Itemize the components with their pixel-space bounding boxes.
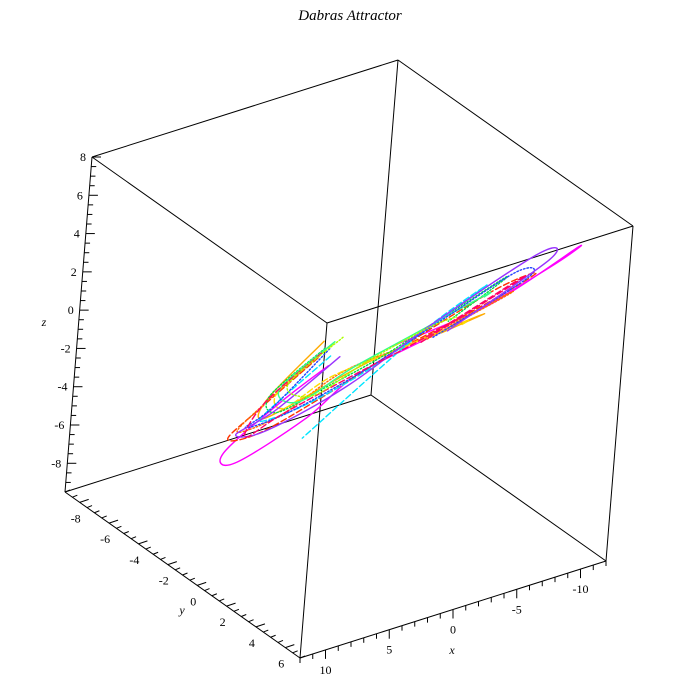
trajectory-series-10 — [235, 247, 559, 438]
y-tick--4 — [138, 540, 148, 545]
z-tick-label-3: 4 — [74, 227, 80, 241]
y-tick-label-4: -2 — [159, 574, 169, 588]
y-tick--3_5 — [145, 546, 151, 550]
x-tick-label-2: 5 — [386, 643, 392, 657]
y-tick--0_5 — [189, 577, 196, 581]
z-tick-label-4: 2 — [71, 265, 77, 279]
z-tick-label-5: 0 — [68, 303, 74, 317]
box-edge-8 — [397, 59, 634, 227]
y-tick-6 — [285, 644, 295, 649]
box-edge-3 — [64, 394, 372, 493]
y-tick--1 — [182, 572, 188, 576]
y-tick-4_5 — [263, 629, 269, 633]
z-tick-label-2: 6 — [77, 188, 83, 202]
z-axis-label: z — [41, 315, 47, 329]
box-edge-7 — [91, 59, 399, 158]
axis-ticks: 10 5 0 -5 -10 -8 -6 -4 -2 0 2 4 6 8 6 4 2 0 -2 -4 -6 -8 — [51, 150, 607, 677]
y-tick-label-7: 4 — [249, 636, 255, 650]
y-tick-0_5 — [204, 588, 210, 592]
bounding-box — [64, 59, 634, 659]
x-axis-label: x — [448, 643, 455, 657]
y-tick--6 — [108, 519, 119, 524]
y-tick--6_5 — [101, 515, 107, 519]
box-edge-11 — [370, 59, 399, 396]
z-tick-label-1: 8 — [80, 150, 86, 164]
y-tick--8_5 — [72, 494, 78, 498]
z-tick-label-7: -4 — [58, 380, 68, 394]
y-tick-0 — [197, 581, 207, 586]
box-edge-10 — [299, 322, 328, 659]
y-tick-5 — [270, 634, 276, 638]
y-tick-4 — [255, 623, 266, 628]
y-tick--7 — [94, 510, 100, 514]
y-tick-6_5 — [292, 650, 298, 654]
y-tick-3 — [241, 614, 247, 617]
y-tick--7_5 — [86, 505, 93, 509]
x-tick-label-5: -10 — [573, 582, 589, 596]
y-tick-3_5 — [248, 619, 254, 623]
y-tick-label-8: 6 — [278, 657, 284, 671]
y-tick--5_5 — [116, 525, 122, 529]
x-tick-label-1: 10 — [320, 663, 332, 677]
y-tick--8 — [79, 498, 89, 503]
y-tick-1_5 — [219, 598, 225, 602]
trajectory-group — [219, 244, 583, 466]
y-tick-1 — [211, 593, 218, 597]
y-tick-label-6: 2 — [220, 615, 226, 629]
box-edge-12 — [605, 225, 634, 562]
z-tick-label-8: -6 — [54, 418, 64, 432]
y-tick--1_5 — [174, 567, 181, 571]
trajectory-series-12 — [286, 316, 458, 398]
y-tick-label-3: -4 — [129, 553, 139, 567]
x-tick-label-3: 0 — [450, 623, 456, 637]
y-tick--4_5 — [130, 536, 137, 540]
y-tick-2 — [226, 602, 236, 607]
box-edge-4 — [370, 394, 607, 562]
trajectory-series-9 — [244, 267, 535, 429]
y-tick--5 — [123, 531, 129, 534]
y-tick--2_5 — [160, 556, 166, 560]
z-tick-label-6: -2 — [61, 341, 71, 355]
box-edge-9 — [64, 156, 93, 493]
box-edge-5 — [91, 156, 328, 324]
y-tick-label-1: -8 — [71, 511, 81, 525]
z-tick-label-9: -8 — [51, 456, 61, 470]
x-tick-label-4: -5 — [512, 602, 522, 616]
y-tick--9 — [64, 489, 71, 493]
chart-title: Dabras Attractor — [297, 8, 402, 24]
y-tick--3 — [152, 551, 159, 555]
y-axis-label: y — [178, 603, 185, 617]
y-tick-7 — [299, 655, 306, 659]
y-tick--2 — [167, 561, 177, 566]
y-tick-2_5 — [233, 608, 240, 612]
y-tick-label-5: 0 — [190, 594, 196, 608]
y-tick-5_5 — [277, 639, 284, 643]
trajectory-series-11 — [243, 275, 527, 439]
y-tick-label-2: -6 — [100, 532, 110, 546]
